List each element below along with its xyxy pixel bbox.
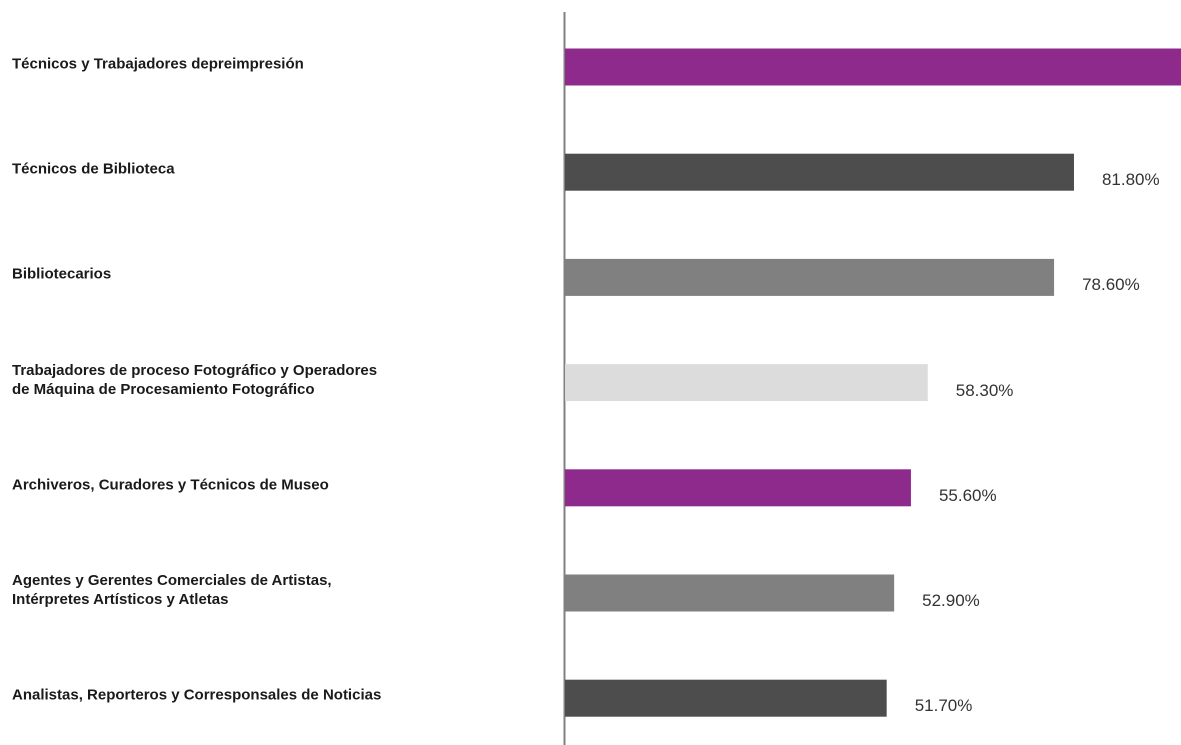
value-label: 58.30% <box>955 380 1014 400</box>
category-label: Técnicos de Biblioteca <box>12 160 175 178</box>
value-label: 55.60% <box>938 485 997 505</box>
value-label: 52.90% <box>922 591 980 610</box>
value-label: 81.80% <box>1101 170 1160 190</box>
bar <box>565 153 1074 191</box>
value-label: 78.60% <box>1082 275 1140 295</box>
category-label: Agentes y Gerentes Comerciales de Artist… <box>12 572 332 608</box>
bar <box>565 258 1055 296</box>
value-label: 51.70% <box>914 696 973 716</box>
bar <box>565 679 887 717</box>
category-label: Técnicos y Trabajadores depreimpresión <box>12 55 304 73</box>
bar <box>565 364 928 402</box>
category-label: Archiveros, Curadores y Técnicos de Muse… <box>12 476 329 494</box>
category-label: Analistas, Reporteros y Corresponsales d… <box>12 686 382 704</box>
category-label: Trabajadores de proceso Fotográfico y Op… <box>12 361 378 398</box>
category-label: Bibliotecarios <box>12 265 112 283</box>
bar <box>565 469 911 507</box>
bar <box>565 48 1181 86</box>
bar <box>565 574 895 612</box>
